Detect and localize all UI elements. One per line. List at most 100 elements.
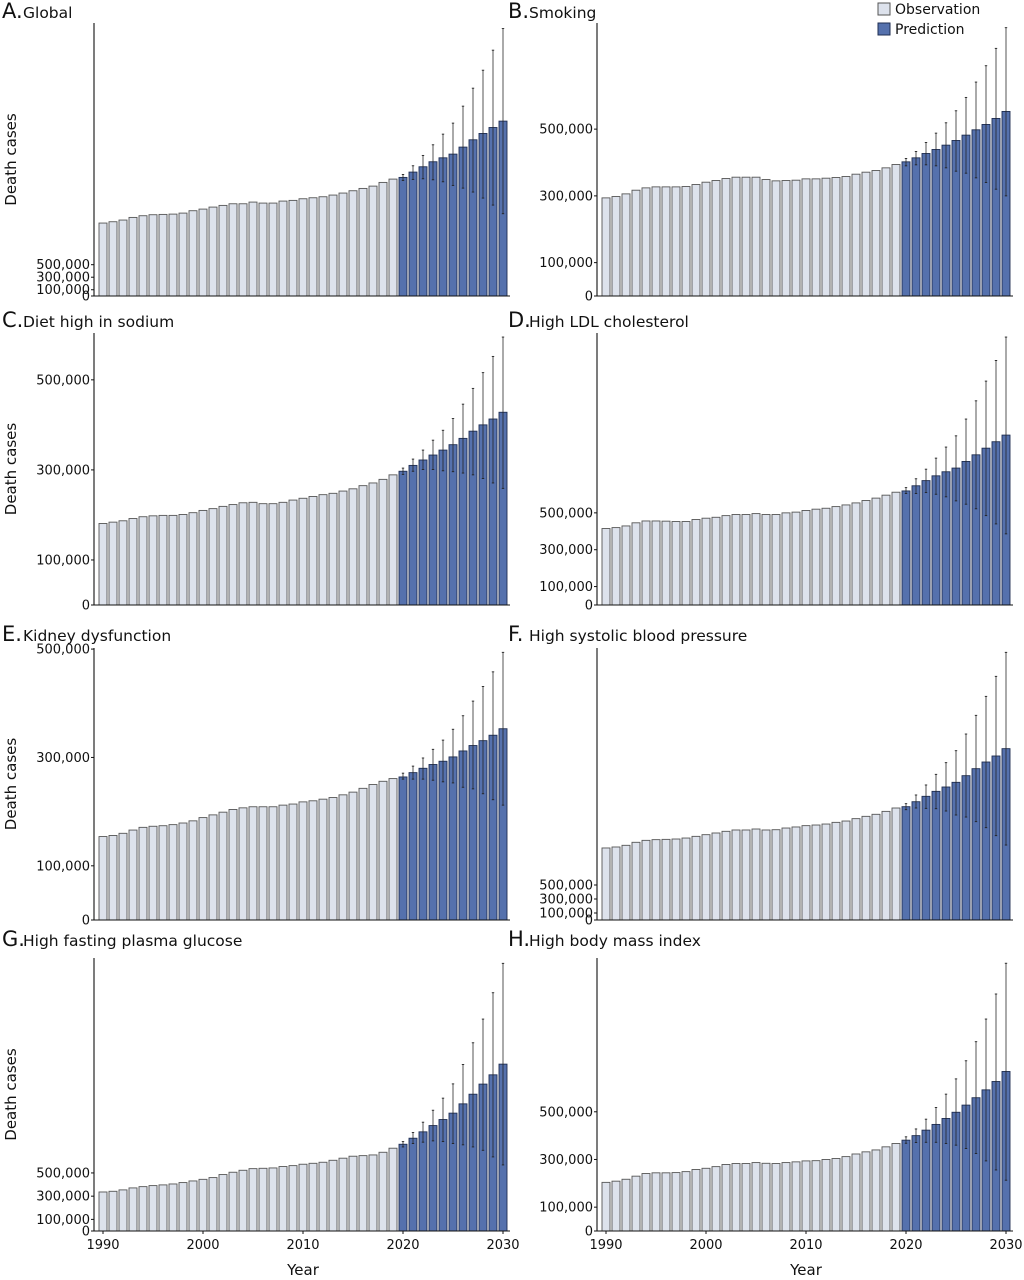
error-bar-2020 <box>401 467 405 475</box>
error-bar-2029 <box>491 671 495 801</box>
bar-observation-2011 <box>811 508 821 606</box>
bar-observation-2013 <box>831 506 841 606</box>
bar-observation-2013 <box>831 1158 841 1232</box>
bar-observation-1990 <box>601 197 611 297</box>
bar-observation-2016 <box>861 1151 871 1232</box>
legend: Observation Prediction <box>877 2 980 38</box>
bar-observation-2001 <box>711 516 721 606</box>
bar-observation-2018 <box>881 1146 891 1232</box>
bar-prediction-2020 <box>398 176 408 297</box>
bar-observation-1997 <box>168 514 178 606</box>
bar-observation-1992 <box>118 520 128 606</box>
bar-observation-2005 <box>248 201 258 297</box>
error-bar-2026 <box>461 1064 465 1146</box>
bar-prediction-2020 <box>398 776 408 921</box>
bar-observation-2009 <box>791 179 801 297</box>
error-bar-2020 <box>904 1136 908 1144</box>
bar-observation-2003 <box>731 176 741 297</box>
bar-observation-2003 <box>228 1171 238 1232</box>
bar-prediction-2022 <box>921 153 931 297</box>
bar-observation-2019 <box>891 491 901 606</box>
bar-observation-2012 <box>821 177 831 297</box>
bar-observation-1994 <box>641 839 651 921</box>
bar-observation-2009 <box>791 511 801 606</box>
bar-observation-2006 <box>258 1167 268 1232</box>
error-bar-2030 <box>501 651 505 806</box>
bar-prediction-2023 <box>931 149 941 297</box>
bar-prediction-2023 <box>931 475 941 606</box>
error-bar-2021 <box>914 1128 918 1143</box>
error-bar-2020 <box>904 803 908 811</box>
bar-observation-2019 <box>388 778 398 921</box>
bar-observation-1992 <box>118 219 128 297</box>
bar-observation-2010 <box>801 1160 811 1232</box>
error-bar-2030 <box>1004 962 1008 1181</box>
bar-observation-2011 <box>811 824 821 921</box>
bar-observation-2017 <box>368 784 378 921</box>
error-bar-2028 <box>481 686 485 795</box>
bar-observation-1999 <box>691 519 701 606</box>
y-axis-title: Death cases <box>2 738 20 831</box>
bar-observation-2002 <box>721 830 731 921</box>
bar-observation-1994 <box>138 1186 148 1232</box>
y-tick-label: 0 <box>82 1225 90 1240</box>
bar-observation-2001 <box>208 814 218 921</box>
bar-observation-2016 <box>358 787 368 921</box>
x-tick-label: 2020 <box>889 1238 922 1253</box>
error-bar-2028 <box>481 69 485 199</box>
y-tick-label: 300,000 <box>36 751 90 766</box>
y-tick-label: 500,000 <box>539 123 593 138</box>
bar-observation-2015 <box>851 173 861 297</box>
bar-observation-2008 <box>278 501 288 606</box>
error-bar-2022 <box>924 784 928 809</box>
panel-c: C. Diet high in sodium 0 100,000 300,000 500,… <box>2 308 510 614</box>
bar-observation-1999 <box>691 184 701 297</box>
error-bar-2029 <box>994 360 998 525</box>
error-bar-2020 <box>401 1141 405 1148</box>
error-bar-2027 <box>471 1042 475 1148</box>
bar-prediction-2021 <box>911 485 921 606</box>
bar-observation-2015 <box>851 1153 861 1232</box>
error-bar-2028 <box>984 695 988 829</box>
bar-observation-1997 <box>168 1183 178 1232</box>
bar-prediction-2022 <box>418 1131 428 1232</box>
panel-title: Kidney dysfunction <box>23 627 171 645</box>
bar-observation-2018 <box>378 181 388 297</box>
bar-observation-1998 <box>178 1182 188 1232</box>
error-bar-2027 <box>471 87 475 193</box>
bar-observation-2016 <box>861 500 871 606</box>
error-bar-2023 <box>431 748 435 781</box>
bar-prediction-2021 <box>408 772 418 921</box>
x-tick-label: 2000 <box>186 1238 219 1253</box>
bar-observation-2013 <box>328 1159 338 1232</box>
bar-observation-2004 <box>238 502 248 606</box>
bar-observation-2000 <box>198 509 208 606</box>
bar-observation-1998 <box>178 514 188 606</box>
bar-prediction-2023 <box>428 454 438 606</box>
bar-observation-1991 <box>108 221 118 297</box>
bar-observation-2003 <box>731 514 741 606</box>
bar-observation-2011 <box>308 197 318 297</box>
bar-observation-2012 <box>318 494 328 606</box>
bar-observation-1995 <box>148 515 158 606</box>
bar-observation-2014 <box>841 820 851 921</box>
error-bar-2029 <box>491 355 495 484</box>
error-bar-2030 <box>501 28 505 215</box>
bar-observation-1997 <box>671 186 681 297</box>
bar-observation-1991 <box>108 1190 118 1232</box>
bar-observation-2016 <box>358 1155 368 1232</box>
bar-observation-2016 <box>861 815 871 921</box>
bar-observation-2018 <box>881 810 891 921</box>
bar-observation-2015 <box>348 190 358 297</box>
y-tick-label: 0 <box>82 290 90 305</box>
bar-prediction-2023 <box>428 161 438 297</box>
error-bar-2023 <box>934 773 938 810</box>
panel-title: Global <box>23 4 72 22</box>
bar-observation-2006 <box>761 514 771 606</box>
bar-observation-2017 <box>871 813 881 921</box>
y-tick-label: 300,000 <box>539 1153 593 1168</box>
y-tick-label: 500,000 <box>539 879 593 894</box>
bar-observation-2000 <box>701 517 711 606</box>
bar-prediction-2022 <box>418 459 428 606</box>
